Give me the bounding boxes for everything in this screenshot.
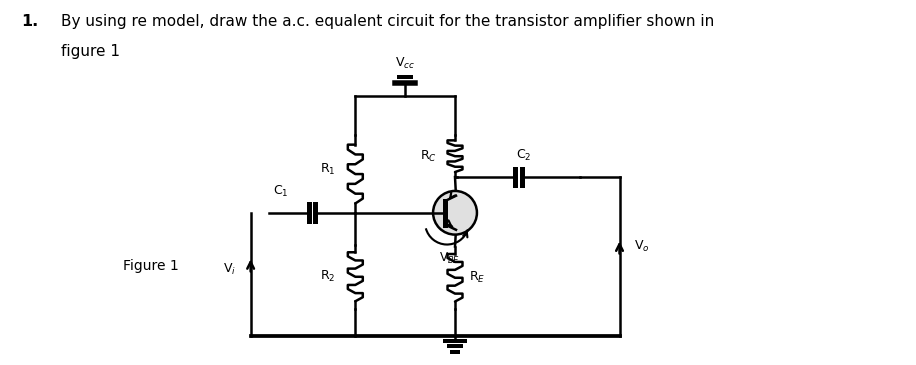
Text: V$_{cc}$: V$_{cc}$	[395, 56, 415, 71]
Text: By using re model, draw the a.c. equalent circuit for the transistor amplifier s: By using re model, draw the a.c. equalen…	[61, 14, 714, 29]
Text: 1.: 1.	[21, 14, 38, 29]
Text: R$_E$: R$_E$	[469, 270, 485, 285]
Text: figure 1: figure 1	[61, 44, 120, 59]
Text: R$_1$: R$_1$	[320, 162, 335, 177]
Text: C$_1$: C$_1$	[273, 184, 289, 199]
Circle shape	[433, 191, 477, 235]
Text: V$_o$: V$_o$	[635, 239, 650, 254]
Text: V$_{BE}$: V$_{BE}$	[439, 250, 460, 266]
Text: Figure 1: Figure 1	[123, 260, 179, 273]
Text: R$_C$: R$_C$	[420, 149, 437, 164]
Text: C$_2$: C$_2$	[516, 148, 531, 163]
Text: R$_2$: R$_2$	[320, 269, 335, 284]
Text: V$_i$: V$_i$	[223, 262, 235, 277]
